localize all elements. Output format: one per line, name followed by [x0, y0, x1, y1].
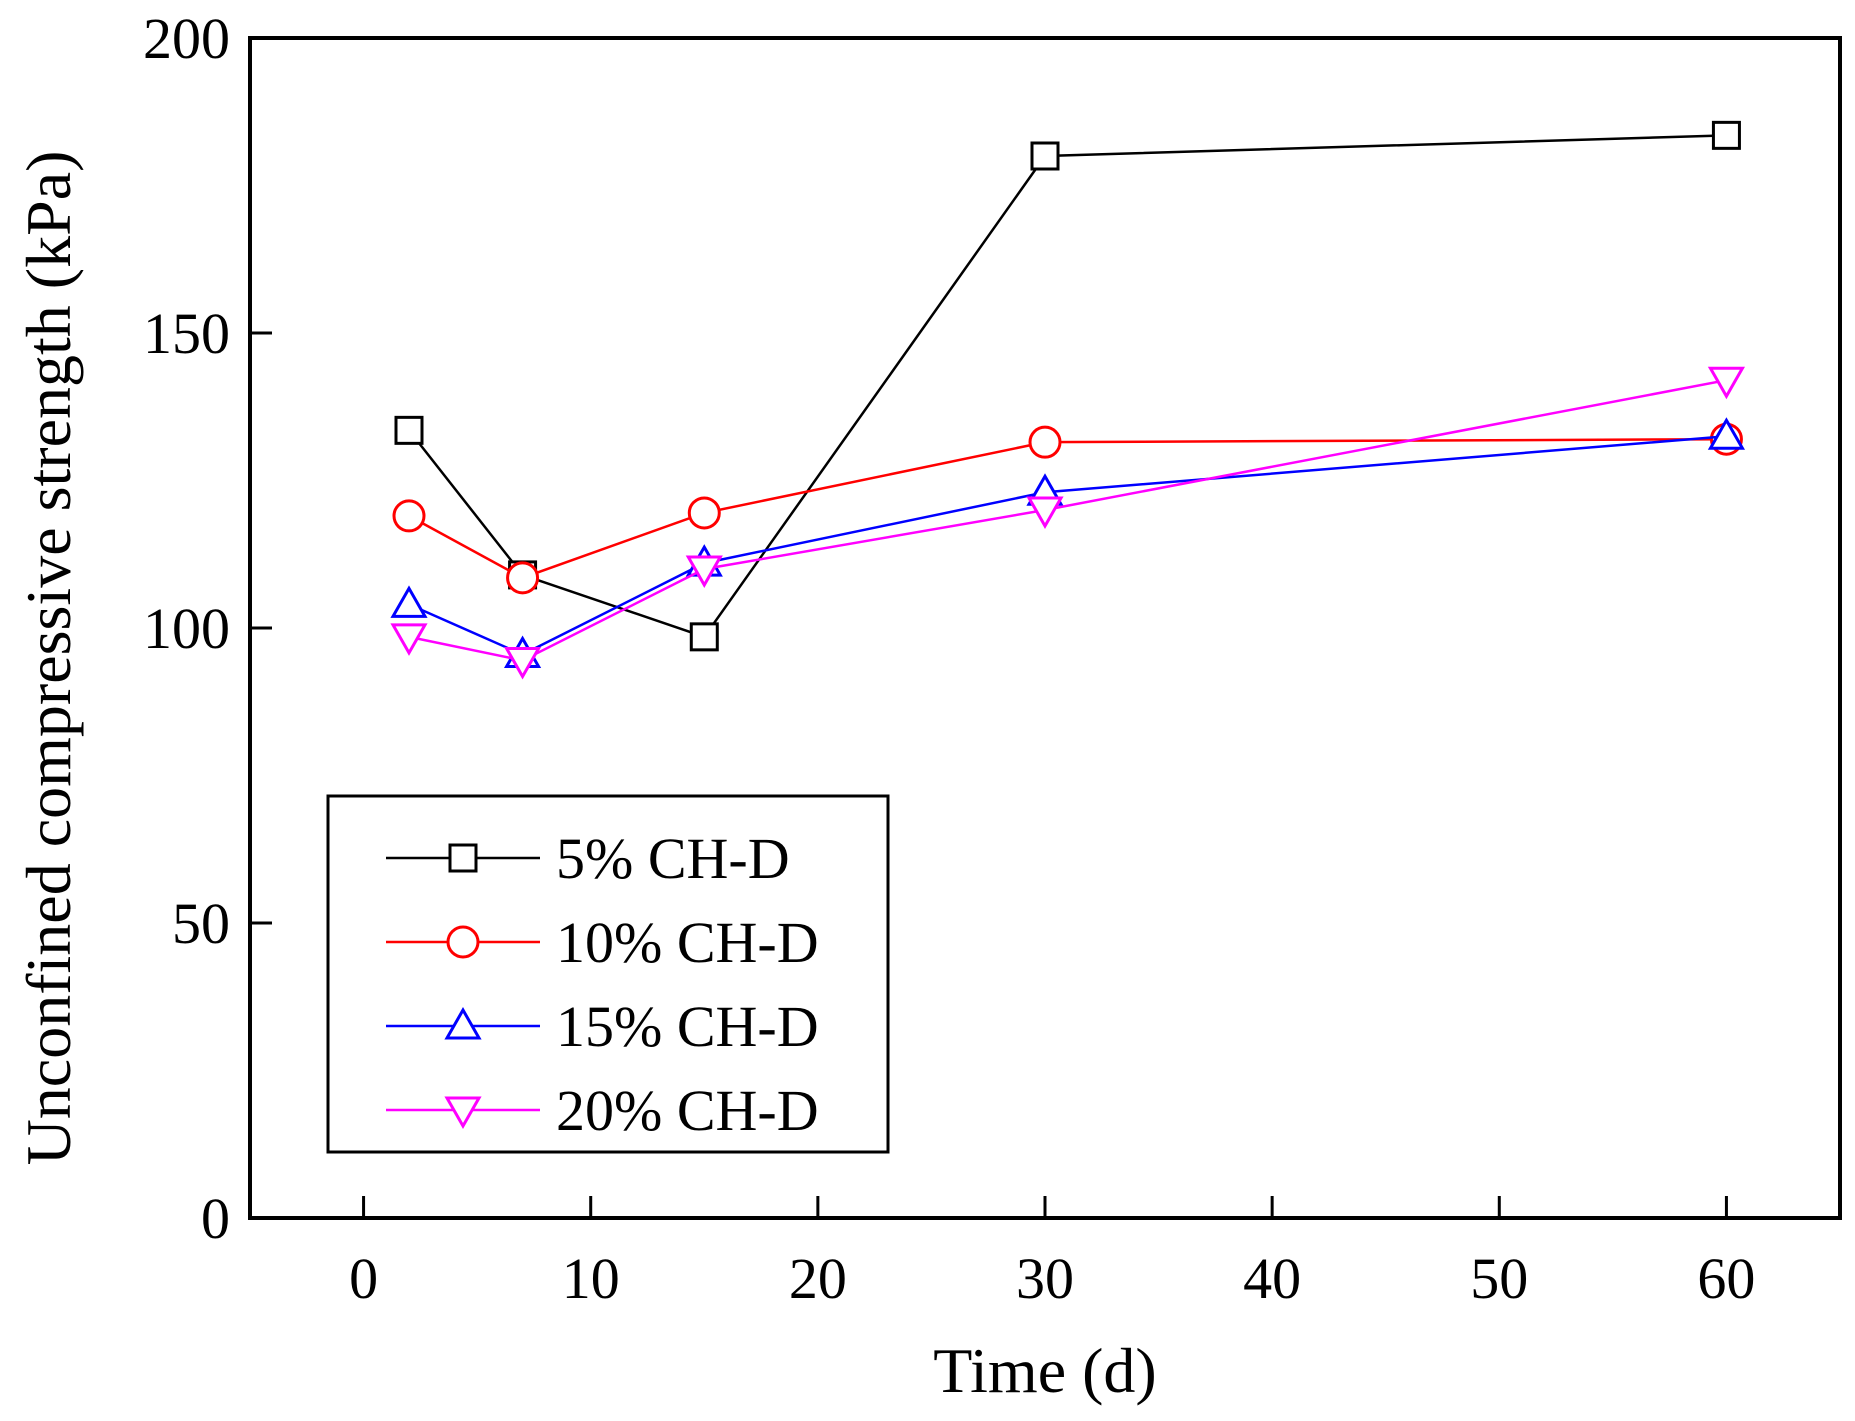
y-tick-label: 100 [143, 596, 230, 661]
legend-item: 15% CH-D [386, 994, 819, 1059]
x-tick-label: 50 [1470, 1246, 1528, 1311]
series-line [408, 437, 1727, 580]
y-tick-label: 150 [143, 301, 230, 366]
data-point [506, 561, 540, 595]
legend-box [326, 794, 890, 1154]
data-point [1711, 120, 1741, 150]
series-line [408, 435, 1727, 656]
series-1 [394, 120, 1741, 652]
series-line [408, 378, 1727, 662]
data-point [689, 622, 719, 652]
x-tick-label: 40 [1243, 1246, 1301, 1311]
data-point [390, 585, 428, 618]
y-axis-title: Unconfined compressive strength (kPa) [13, 151, 84, 1166]
series-3 [390, 417, 1746, 669]
legend-item: 20% CH-D [386, 1078, 819, 1143]
series-2 [392, 422, 1743, 595]
y-tick-label: 50 [172, 891, 230, 956]
x-tick-label: 0 [349, 1246, 378, 1311]
x-tick-label: 20 [789, 1246, 847, 1311]
legend-item: 10% CH-D [386, 910, 819, 975]
legend-label: 20% CH-D [556, 1078, 819, 1143]
data-point [1030, 141, 1060, 171]
legend-item: 5% CH-D [386, 826, 790, 891]
y-tick-label: 200 [143, 6, 230, 71]
legend-label: 15% CH-D [556, 994, 819, 1059]
data-point [1026, 496, 1064, 530]
data-point [687, 496, 721, 530]
series-layer [390, 120, 1746, 680]
legend-marker [446, 925, 480, 959]
data-point [1707, 417, 1746, 450]
legend-marker [448, 843, 478, 873]
data-point [394, 415, 424, 445]
x-tick-label: 60 [1697, 1246, 1755, 1311]
x-tick-label: 30 [1016, 1246, 1074, 1311]
series-line [408, 134, 1727, 639]
data-point [390, 623, 428, 656]
legend: 5% CH-D 10% CH-D 15% CH-D 20% CH-D [326, 794, 890, 1154]
x-axis-title: Time (d) [933, 1335, 1156, 1406]
data-point [1707, 366, 1746, 400]
data-point [685, 555, 723, 589]
legend-marker [444, 1096, 482, 1130]
y-tick-label: 0 [201, 1186, 230, 1251]
x-tick-label: 10 [562, 1246, 620, 1311]
data-point [1028, 425, 1062, 459]
axes-layer: 0 10 20 30 40 50 60 0 50 100 150 200 [143, 6, 1842, 1311]
legend-label: 5% CH-D [556, 826, 790, 891]
legend-label: 10% CH-D [556, 910, 819, 975]
legend-marker [444, 1006, 482, 1040]
data-point [392, 499, 426, 533]
series-4 [390, 366, 1746, 680]
data-point [503, 646, 542, 680]
